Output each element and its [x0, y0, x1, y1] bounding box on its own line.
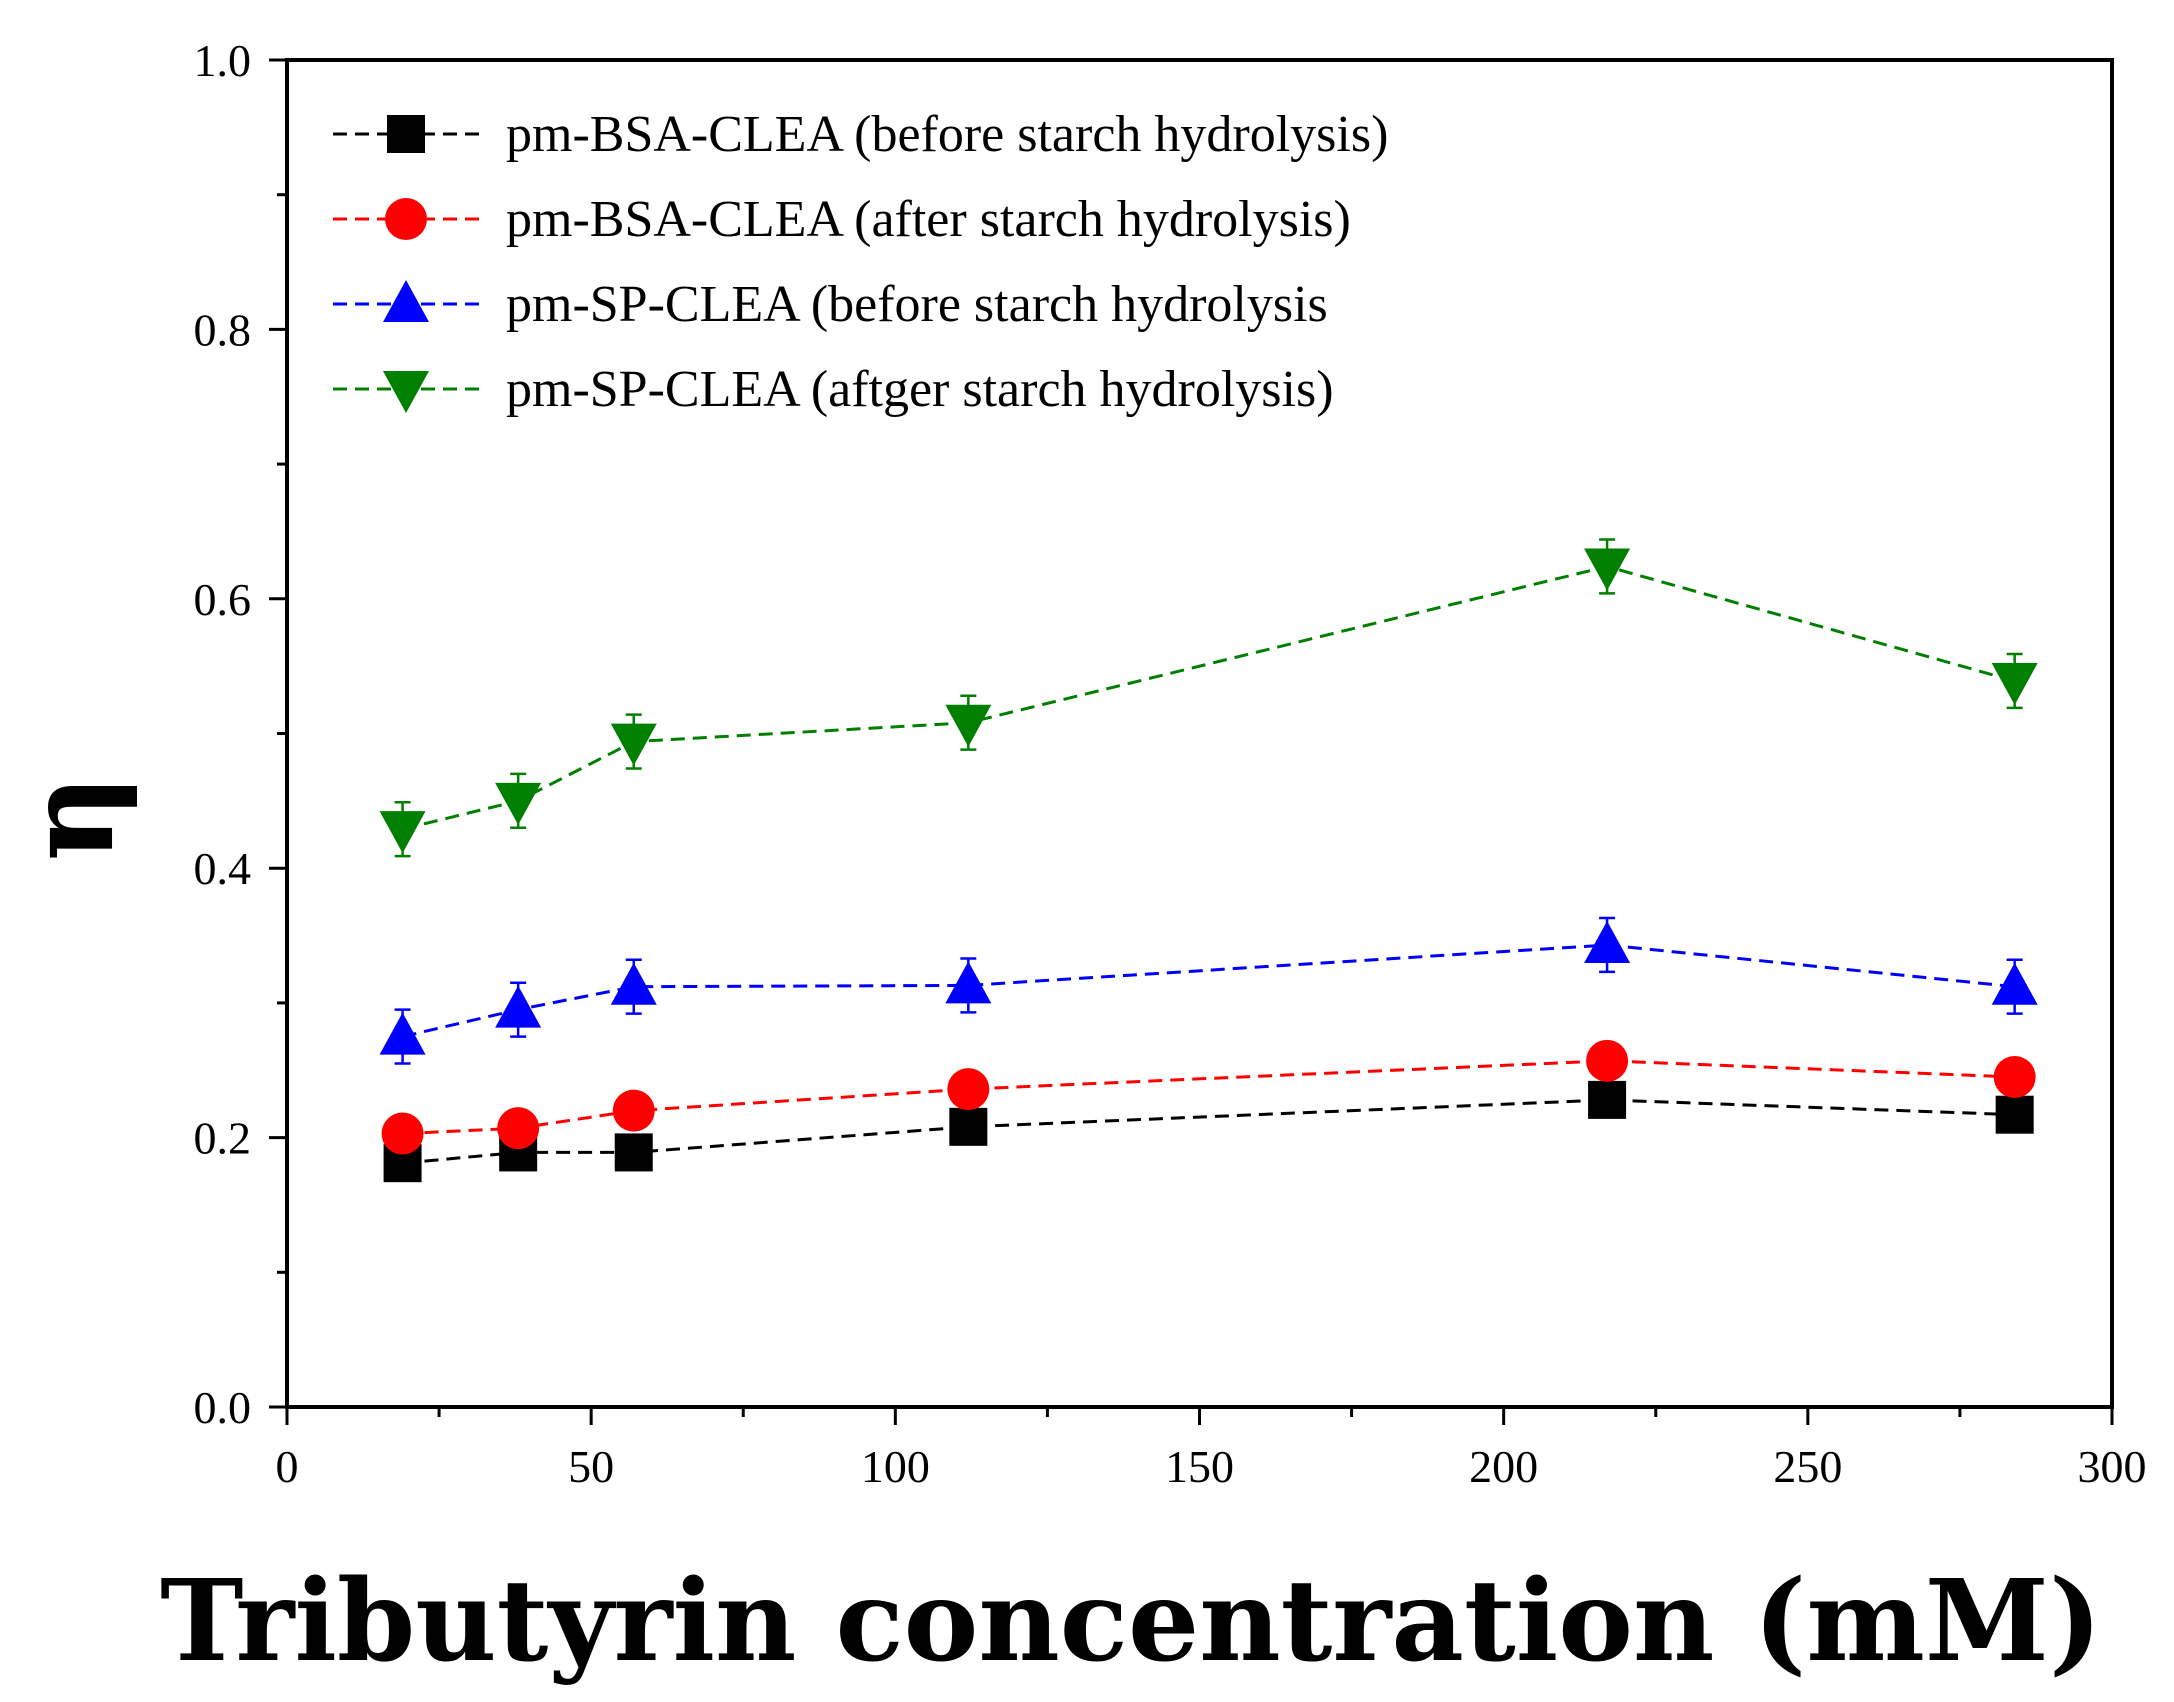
legend: pm-BSA-CLEA (before starch hydrolysis) pm…: [333, 106, 1388, 418]
legend-marker: [383, 371, 429, 413]
data-point: [379, 1012, 426, 1055]
data-point: [612, 1089, 655, 1132]
y-tick-label: 0.2: [194, 1113, 252, 1164]
y-tick-label: 0.6: [194, 574, 252, 625]
data-point: [1993, 1055, 2036, 1098]
legend-item-4: pm-SP-CLEA (aftger starch hydrolysis): [333, 361, 1334, 418]
legend-marker: [387, 115, 425, 153]
y-axis-title: η: [0, 774, 141, 861]
legend-label: pm-BSA-CLEA (after starch hydrolysis): [506, 191, 1351, 248]
y-tick-label: 0.0: [194, 1382, 252, 1433]
data-point: [945, 961, 992, 1004]
legend-label: pm-SP-CLEA (aftger starch hydrolysis): [506, 361, 1334, 418]
legend-item-3: pm-SP-CLEA (before starch hydrolysis: [333, 276, 1328, 333]
x-tick-label: 100: [861, 1441, 930, 1492]
series-4: [379, 538, 2038, 858]
x-tick-label: 200: [1469, 1441, 1538, 1492]
x-tick-label: 250: [1773, 1441, 1842, 1492]
data-point: [379, 811, 426, 854]
data-point: [495, 985, 542, 1028]
data-point: [1991, 662, 2038, 705]
data-point: [1584, 548, 1631, 591]
series-line: [402, 1098, 2015, 1165]
series-line: [402, 564, 2016, 831]
plot-frame: [285, 58, 2114, 1409]
data-point: [1586, 1039, 1629, 1082]
x-tick-label: 0: [276, 1441, 299, 1492]
data-point: [1991, 962, 2038, 1005]
legend-label: pm-SP-CLEA (before starch hydrolysis: [506, 276, 1328, 333]
legend-item-2: pm-BSA-CLEA (after starch hydrolysis): [333, 191, 1351, 248]
x-tick-label: 150: [1165, 1441, 1234, 1492]
data-point: [381, 1112, 424, 1155]
data-point: [947, 1068, 990, 1111]
legend-marker: [385, 198, 427, 240]
x-axis-title: Tributyrin concentration (mM): [160, 1556, 2102, 1687]
data-point: [495, 782, 542, 825]
series-3: [379, 916, 2038, 1065]
legend-label: pm-BSA-CLEA (before starch hydrolysis): [506, 106, 1388, 163]
data-point: [1588, 1080, 1627, 1119]
data-point: [1584, 920, 1631, 963]
data-point: [945, 704, 992, 747]
legend-marker: [383, 280, 429, 322]
data-point: [1995, 1095, 2034, 1134]
x-tick-label: 50: [568, 1441, 614, 1492]
data-point: [614, 1133, 653, 1172]
series-line: [402, 943, 2015, 1039]
data-point: [610, 962, 657, 1005]
series-2: [381, 1039, 2036, 1155]
x-tick-label: 300: [2078, 1441, 2147, 1492]
plot-marks: [379, 538, 2038, 1183]
data-point: [497, 1107, 540, 1150]
axes: 0 50 100 150 200 250 300 0.0 0.2 0.4 0.6 0.8 1.0: [194, 35, 2147, 1492]
y-tick-label: 0.4: [194, 843, 252, 894]
legend-item-1: pm-BSA-CLEA (before starch hydrolysis): [333, 106, 1388, 163]
data-point: [610, 723, 657, 766]
y-tick-label: 1.0: [194, 35, 252, 86]
data-point: [949, 1107, 988, 1146]
y-tick-label: 0.8: [194, 304, 252, 355]
